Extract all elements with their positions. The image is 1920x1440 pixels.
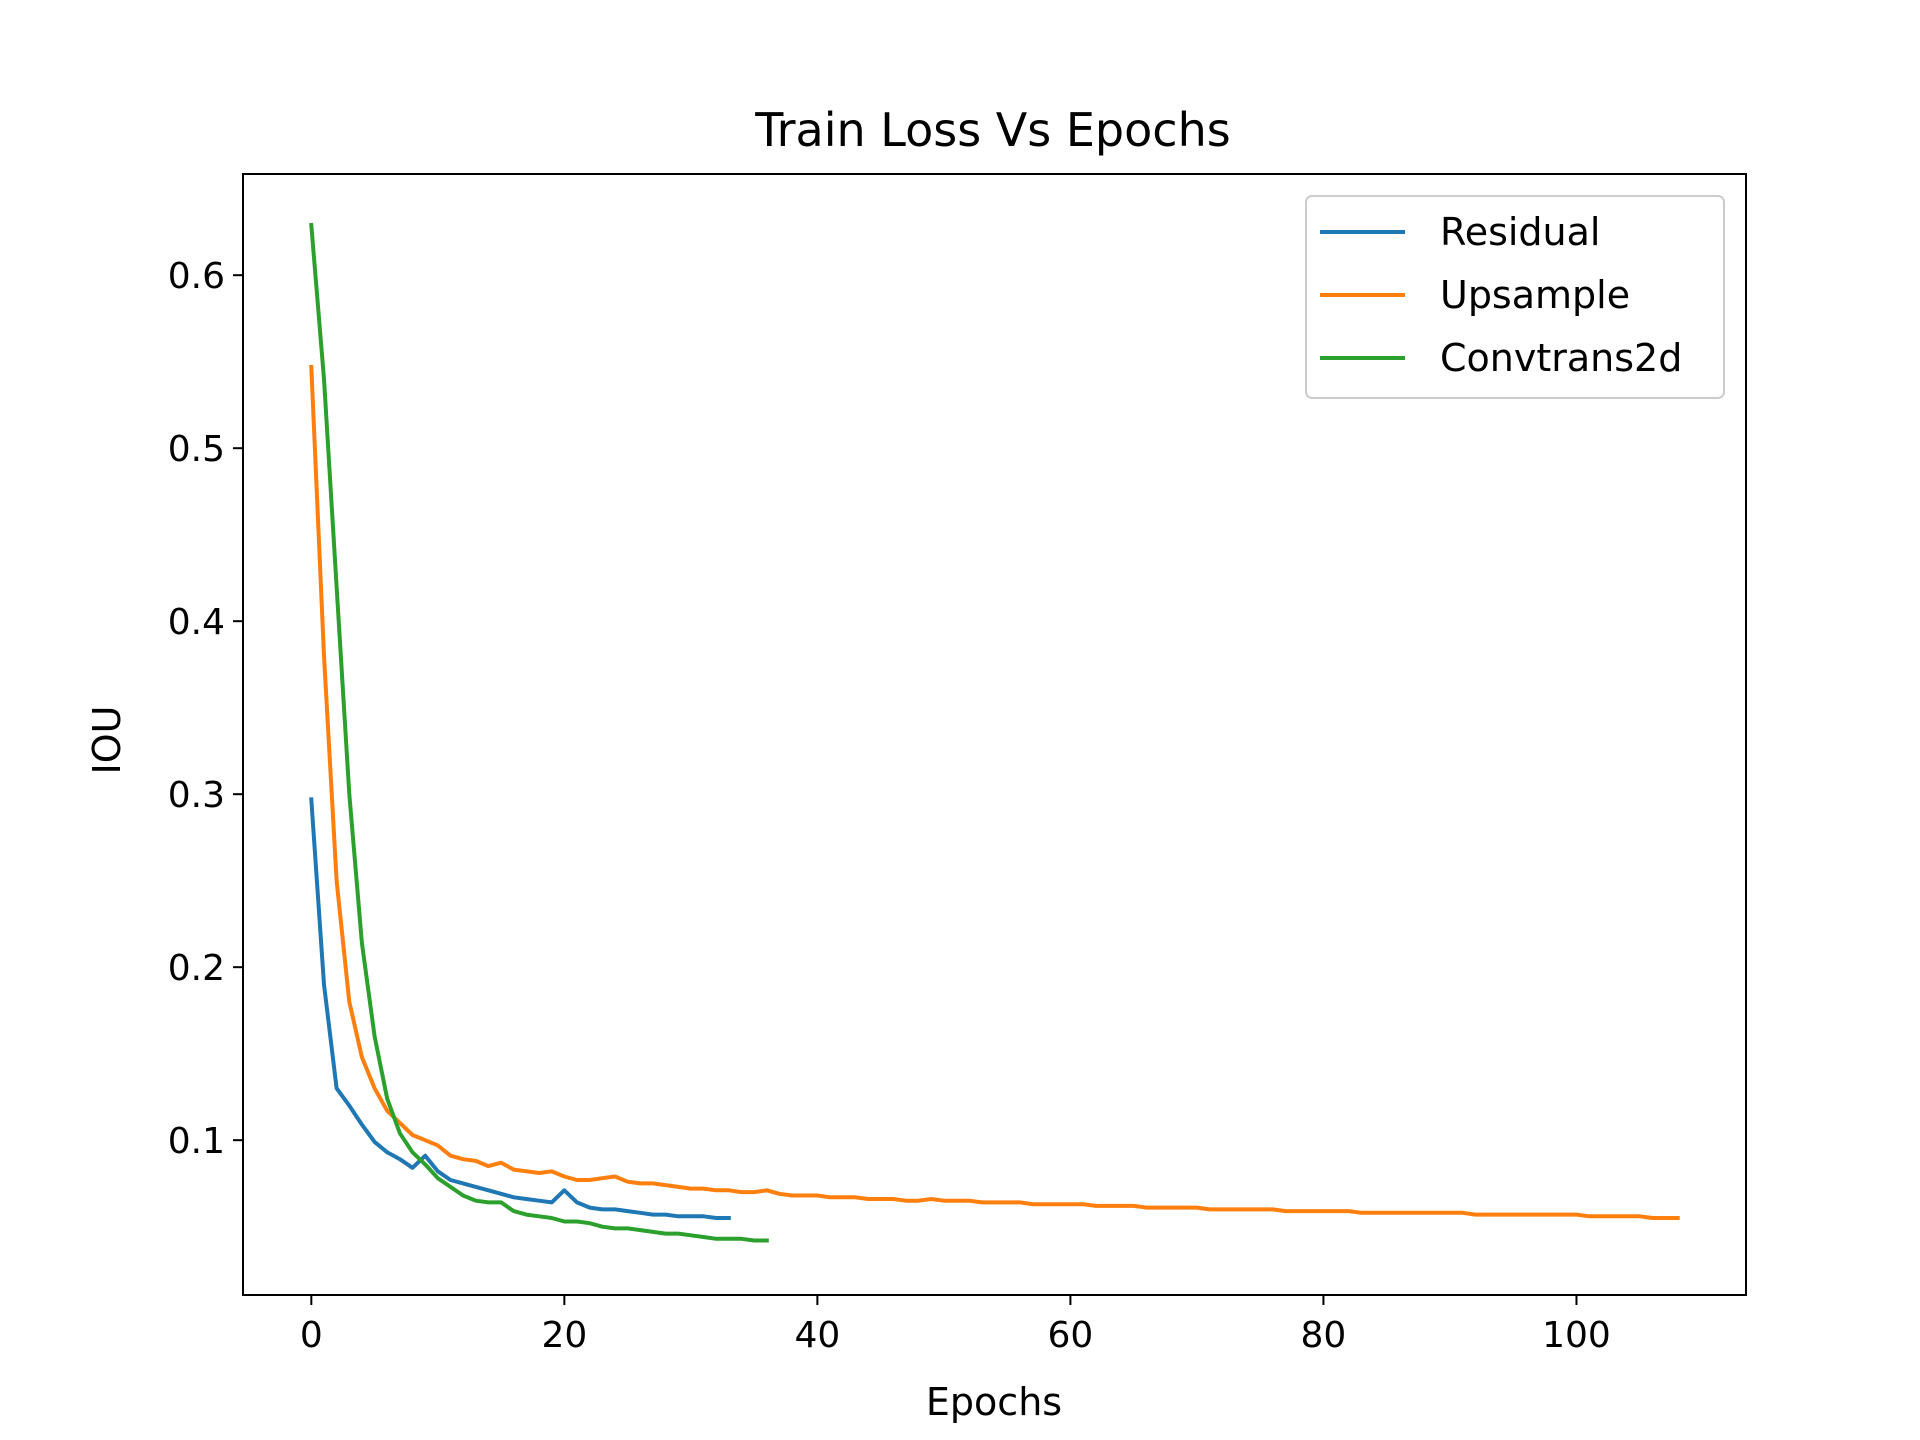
y-tick-label: 0.1 bbox=[168, 1121, 225, 1162]
y-tick-label: 0.3 bbox=[168, 775, 225, 816]
x-tick-label: 40 bbox=[794, 1315, 840, 1356]
legend-label-upsample: Upsample bbox=[1440, 273, 1630, 317]
x-tick-label: 20 bbox=[541, 1315, 587, 1356]
x-tick-label: 0 bbox=[300, 1315, 323, 1356]
x-axis-label: Epochs bbox=[926, 1380, 1062, 1424]
series-line-residual bbox=[309, 797, 731, 1220]
x-tick-label: 100 bbox=[1542, 1315, 1611, 1356]
y-tick-label: 0.6 bbox=[168, 256, 225, 297]
series-line-upsample bbox=[309, 364, 1680, 1220]
legend-items: Residual Upsample Convtrans2d bbox=[1320, 210, 1682, 380]
series-line-convtrans2d bbox=[309, 222, 769, 1243]
y-axis: 0.1 0.2 0.3 0.4 0.5 0.6 bbox=[168, 256, 243, 1162]
y-tick-label: 0.2 bbox=[168, 948, 225, 989]
y-tick-label: 0.4 bbox=[168, 602, 225, 643]
x-tick-label: 60 bbox=[1048, 1315, 1094, 1356]
y-axis-label: IOU bbox=[85, 706, 129, 775]
legend-label-residual: Residual bbox=[1440, 210, 1600, 254]
y-tick-label: 0.5 bbox=[168, 429, 225, 470]
plot-area-frame bbox=[242, 173, 1747, 1296]
chart-title: Train Loss Vs Epochs bbox=[754, 103, 1230, 157]
series-layer bbox=[309, 222, 1680, 1243]
legend: Residual Upsample Convtrans2d bbox=[1305, 195, 1725, 399]
x-axis: 0 20 40 60 80 100 bbox=[300, 1295, 1611, 1356]
legend-label-convtrans2d: Convtrans2d bbox=[1440, 336, 1682, 380]
x-tick-label: 80 bbox=[1301, 1315, 1347, 1356]
legend-box bbox=[1305, 195, 1725, 399]
